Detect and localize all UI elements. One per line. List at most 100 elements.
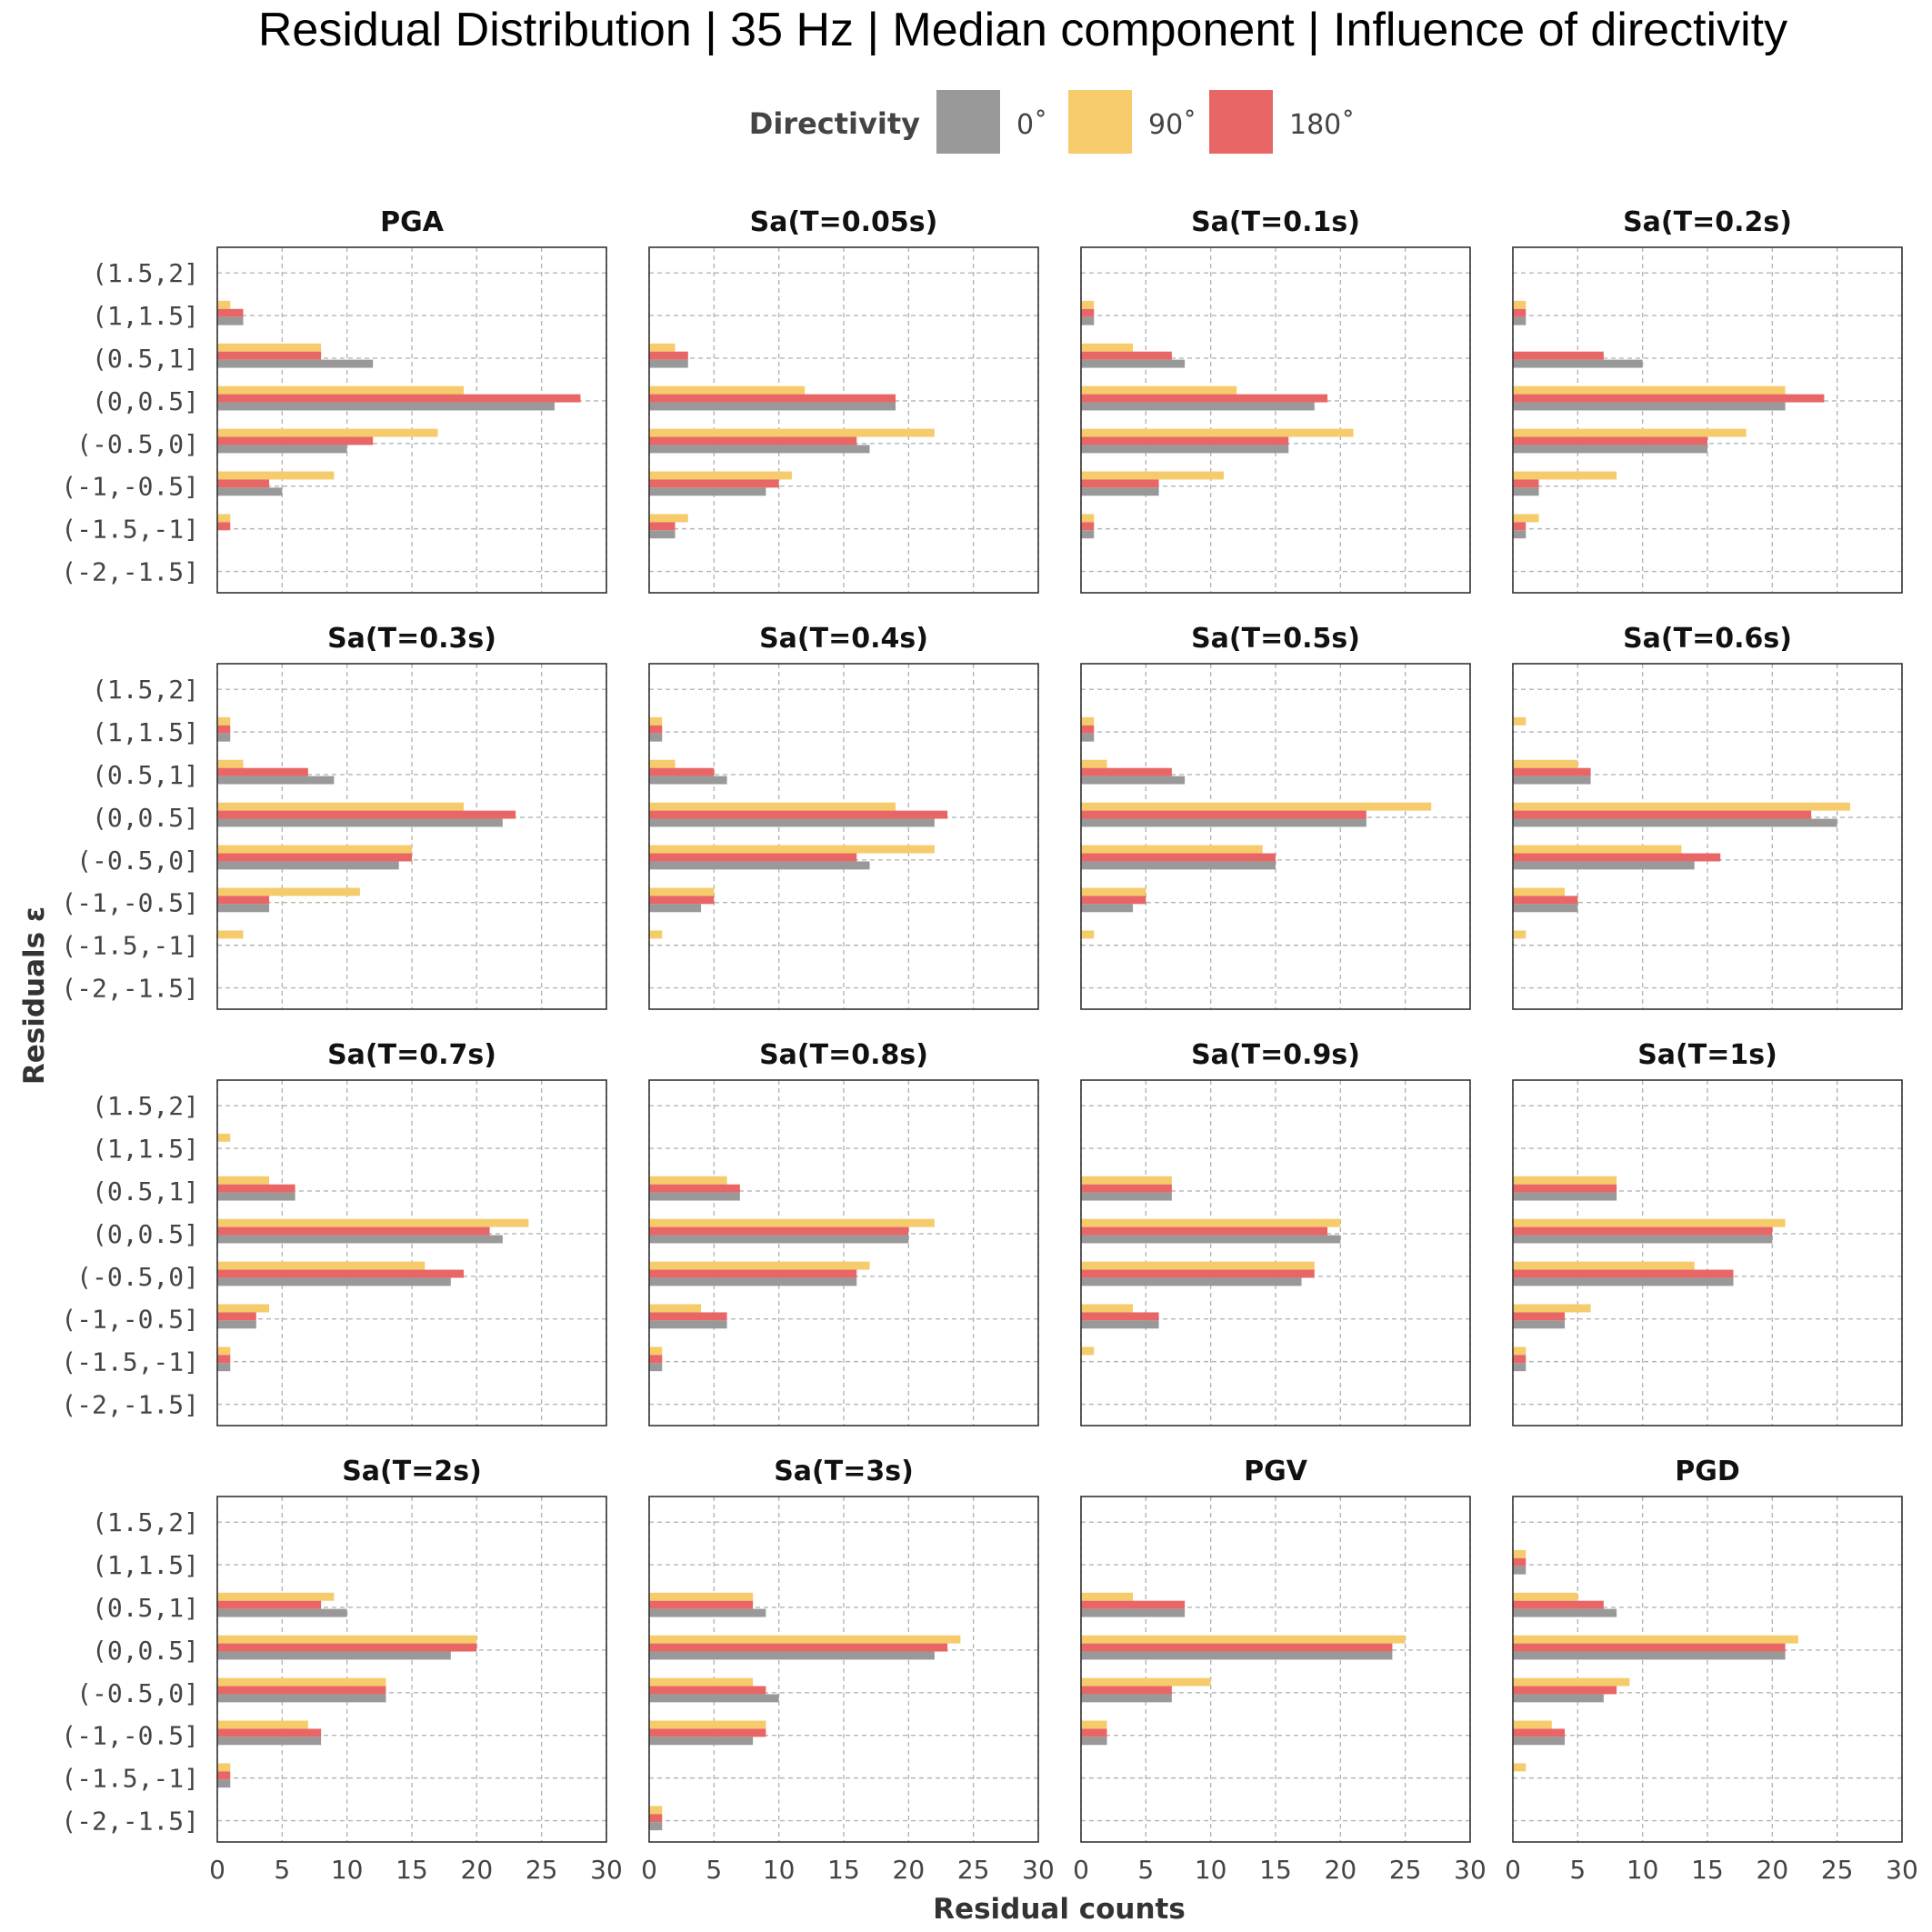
bar-d90 — [217, 1635, 477, 1644]
bar-d0 — [1081, 818, 1366, 827]
y-tick-label: (-1,-0.5] — [61, 472, 199, 502]
bar-d90 — [1081, 385, 1237, 395]
panel-frame — [1512, 663, 1903, 1010]
panel-title: Sa(T=0.5s) — [1191, 623, 1360, 655]
x-tick-label: 5 — [1137, 1855, 1154, 1885]
bar-d180 — [649, 1643, 948, 1652]
panel-title: Sa(T=3s) — [774, 1456, 914, 1487]
bar-d180 — [217, 1269, 465, 1278]
bar-d0 — [1513, 402, 1786, 411]
bar-d180 — [649, 522, 676, 531]
bar-d0 — [1513, 1608, 1617, 1617]
bar-d90 — [217, 514, 231, 523]
x-tick-label: 20 — [1757, 1855, 1789, 1885]
panel-10: Sa(T=0.9s) — [1080, 1039, 1471, 1426]
y-tick-label: (1,1.5] — [92, 1134, 199, 1164]
bar-d180 — [1081, 767, 1172, 776]
bar-d0 — [649, 1651, 935, 1660]
bar-d0 — [1081, 776, 1186, 785]
bar-d180 — [1513, 479, 1539, 488]
bar-d90 — [217, 385, 465, 395]
x-tick-label: 10 — [1627, 1855, 1659, 1885]
panel-13: Sa(T=3s) 0 5 10 15 20 25 30 — [641, 1456, 1055, 1885]
bar-d90 — [649, 343, 676, 352]
chart-title: Residual Distribution | 35 Hz | Median c… — [258, 4, 1787, 56]
bar-d90 — [649, 845, 935, 854]
bar-d0 — [1513, 316, 1527, 325]
bar-d0 — [1081, 359, 1186, 368]
panel-3: Sa(T=0.2s) — [1512, 206, 1903, 594]
bar-d180 — [217, 394, 581, 403]
panel-frame — [216, 663, 607, 1010]
bar-d90 — [1513, 1261, 1695, 1270]
bar-d90 — [1081, 716, 1095, 726]
legend: Directivity 0˚ 90˚ 180˚ — [749, 90, 1355, 154]
bar-d90 — [217, 1720, 308, 1729]
panel-title: PGD — [1675, 1456, 1740, 1487]
panel-2: Sa(T=0.1s) — [1080, 206, 1471, 594]
bar-d90 — [217, 887, 360, 896]
bar-d90 — [649, 1218, 935, 1227]
bar-d180 — [649, 1312, 727, 1321]
bar-d180 — [1513, 1643, 1786, 1652]
bar-d180 — [1513, 522, 1527, 531]
bar-d90 — [1513, 1763, 1527, 1772]
bar-d0 — [1081, 1737, 1107, 1746]
bar-d90 — [1513, 1720, 1552, 1729]
y-tick-label: (1,1.5] — [92, 301, 199, 331]
panel-frame — [1080, 1496, 1471, 1843]
bar-d90 — [649, 802, 896, 811]
y-tick-label: (-2,-1.5] — [61, 1390, 199, 1420]
y-tick-label: (-1.5,-1] — [61, 1347, 199, 1377]
bar-d90 — [1081, 343, 1134, 352]
bar-d180 — [1081, 479, 1159, 488]
bar-d0 — [1513, 1566, 1527, 1575]
bar-d0 — [1513, 776, 1591, 785]
bar-d180 — [1081, 1643, 1393, 1652]
bar-d180 — [217, 1686, 386, 1695]
bar-d0 — [217, 904, 270, 913]
bar-d0 — [649, 1320, 727, 1329]
bar-d90 — [1513, 1218, 1786, 1227]
bar-d90 — [649, 471, 792, 480]
x-tick-label: 10 — [1195, 1855, 1227, 1885]
panel-frame — [216, 1079, 607, 1426]
bar-d180 — [217, 479, 270, 488]
bar-d90 — [1081, 759, 1107, 768]
x-tick-label: 20 — [461, 1855, 494, 1885]
bar-d180 — [1081, 1184, 1172, 1193]
bar-d90 — [217, 1763, 231, 1772]
bar-d0 — [649, 904, 702, 913]
legend-title: Directivity — [749, 106, 920, 141]
bar-d0 — [1513, 487, 1539, 496]
bar-d180 — [217, 1728, 322, 1737]
bar-d180 — [1081, 436, 1289, 445]
bar-d90 — [649, 1806, 663, 1815]
bar-d0 — [217, 487, 283, 496]
x-tick-label: 15 — [1691, 1855, 1724, 1885]
bar-d180 — [217, 896, 270, 905]
bar-d180 — [217, 725, 231, 734]
bar-d0 — [649, 1192, 740, 1201]
bar-d90 — [649, 759, 676, 768]
bar-d90 — [649, 385, 806, 395]
bar-d0 — [1081, 1192, 1172, 1201]
x-axis-title: Residual counts — [933, 1893, 1186, 1926]
bar-d0 — [217, 1651, 451, 1660]
bar-d0 — [217, 402, 555, 411]
y-tick-label: (1,1.5] — [92, 1550, 199, 1580]
bar-d180 — [1081, 1312, 1159, 1321]
bar-d180 — [217, 1355, 231, 1364]
bar-d90 — [1513, 1677, 1630, 1687]
y-tick-label: (0,0.5] — [92, 1219, 199, 1249]
x-tick-label: 15 — [827, 1855, 860, 1885]
bar-d0 — [1081, 316, 1095, 325]
bar-d90 — [649, 1346, 663, 1356]
bar-d90 — [649, 1677, 754, 1687]
x-tick-label: 0 — [641, 1855, 657, 1885]
bar-d90 — [1513, 1635, 1798, 1644]
x-tick-label: 0 — [1073, 1855, 1089, 1885]
bar-d180 — [217, 1771, 231, 1780]
bar-d90 — [649, 1592, 754, 1601]
y-tick-label: (-0.5,0] — [76, 429, 199, 459]
